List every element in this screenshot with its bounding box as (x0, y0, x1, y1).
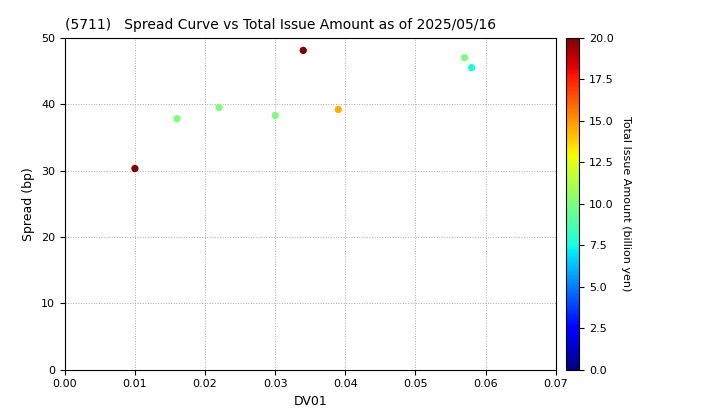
Point (333, 106, 344, 113)
X-axis label: DV01: DV01 (293, 395, 327, 408)
Point (129, 165, 140, 172)
Point (269, 112, 281, 119)
Point (297, 47, 309, 54)
Point (171, 116, 183, 122)
Point (459, 54, 470, 61)
Y-axis label: Total Issue Amount (billion yen): Total Issue Amount (billion yen) (621, 116, 631, 291)
Y-axis label: Spread (bp): Spread (bp) (22, 167, 35, 241)
Point (213, 104, 225, 111)
Point (466, 64, 477, 71)
Text: (5711)   Spread Curve vs Total Issue Amount as of 2025/05/16: (5711) Spread Curve vs Total Issue Amoun… (65, 18, 496, 32)
